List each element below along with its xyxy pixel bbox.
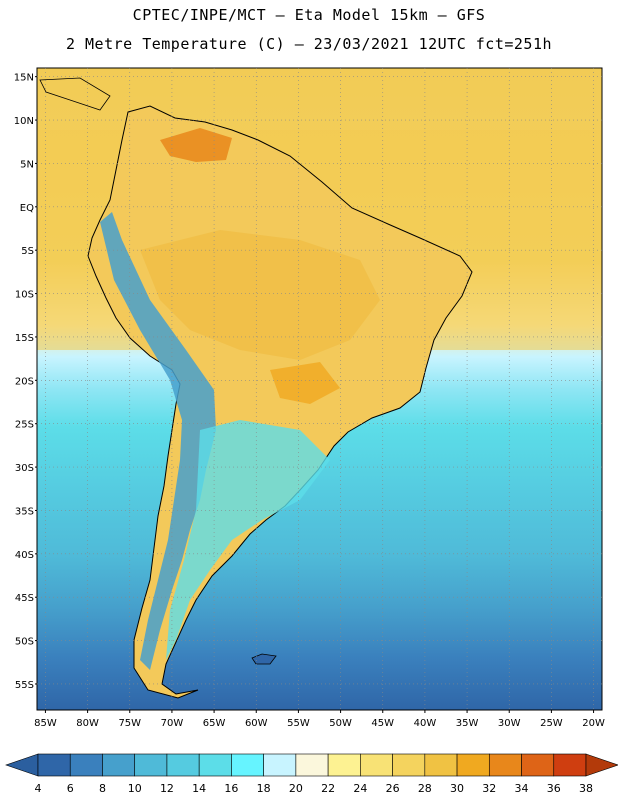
colorbar-high-arrow — [585, 753, 618, 777]
falkland-islands — [251, 653, 277, 665]
colorbar-swatch — [69, 753, 103, 777]
colorbar-low-arrow — [5, 753, 39, 777]
latitude-label: 5N — [20, 159, 34, 170]
latitude-label: 35S — [15, 506, 34, 517]
colorbar-swatch — [392, 753, 426, 777]
colorbar-tick-label: 26 — [386, 782, 400, 795]
caribbean-coast — [39, 77, 111, 111]
longitude-label: 55W — [287, 718, 310, 729]
colorbar-tick-label: 8 — [99, 782, 106, 795]
map-title-line-1: CPTEC/INPE/MCT – Eta Model 15km – GFS — [132, 6, 486, 24]
latitude-label: EQ — [20, 203, 34, 214]
longitude-label: 20W — [582, 718, 605, 729]
latitude-label: 20S — [15, 376, 34, 387]
longitude-label: 50W — [329, 718, 352, 729]
colorbar-swatch — [327, 753, 361, 777]
longitude-label: 75W — [118, 718, 141, 729]
colorbar-swatch — [488, 753, 522, 777]
colorbar-tick-label: 28 — [418, 782, 432, 795]
colorbar-tick-label: 4 — [35, 782, 42, 795]
latitude-label: 15S — [15, 333, 34, 344]
latitude-label: 5S — [21, 246, 34, 257]
longitude-label: 40W — [414, 718, 437, 729]
colorbar-tick-label: 24 — [353, 782, 367, 795]
colorbar-tick-label: 20 — [289, 782, 303, 795]
latitude-label: 40S — [15, 550, 34, 561]
longitude-labels: 85W 80W 75W 70W 65W 60W 55W 50W 45W 40W 35W 30W 25W 2… — [34, 710, 605, 729]
andes-cold-region — [100, 212, 216, 670]
colorbar-tick-label: 36 — [547, 782, 561, 795]
colorbar-swatch — [231, 753, 264, 777]
colorbar-swatch — [37, 753, 71, 777]
longitude-label: 65W — [203, 718, 226, 729]
colorbar-tick-label: 6 — [67, 782, 74, 795]
colorbar-swatch — [456, 753, 490, 777]
longitude-label: 80W — [76, 718, 99, 729]
colorbar-tick-label: 12 — [160, 782, 174, 795]
longitude-label: 30W — [498, 718, 521, 729]
map-title-line-2: 2 Metre Temperature (C) – 23/03/2021 12U… — [65, 35, 553, 53]
longitude-label: 35W — [456, 718, 479, 729]
latitude-label: 25S — [15, 420, 34, 431]
latitude-label: 30S — [15, 463, 34, 474]
colorbar-swatch — [102, 753, 136, 777]
colorbar-tick-label: 22 — [321, 782, 335, 795]
latitude-label: 10N — [14, 116, 34, 127]
colorbar-swatch — [263, 753, 297, 777]
colorbar: 4 6 8 10 12 14 16 18 20 22 24 26 28 30 32 34 36 38 — [5, 753, 618, 795]
colorbar-swatch — [134, 753, 168, 777]
longitude-label: 25W — [540, 718, 563, 729]
colorbar-swatch — [198, 753, 232, 777]
colorbar-swatch — [424, 753, 458, 777]
colorbar-tick-label: 10 — [128, 782, 142, 795]
colorbar-swatch — [360, 753, 393, 777]
map-frame — [36, 67, 603, 711]
longitude-label: 85W — [34, 718, 57, 729]
colorbar-tick-label: 16 — [224, 782, 238, 795]
longitude-label: 45W — [371, 718, 394, 729]
colorbar-tick-label: 18 — [257, 782, 271, 795]
latitude-label: 50S — [15, 637, 34, 648]
latitude-labels: 15N 10N 5N EQ 5S 10S 15S 20S 25S 30S 35S 40S 45S 50S 5… — [14, 73, 37, 691]
latitude-label: 45S — [15, 593, 34, 604]
colorbar-tick-label: 32 — [482, 782, 496, 795]
colorbar-swatch — [553, 753, 587, 777]
latitude-label: 10S — [15, 290, 34, 301]
colorbar-swatch — [166, 753, 200, 777]
map-area — [36, 67, 603, 711]
latitude-label: 55S — [15, 680, 34, 691]
latitude-label: 15N — [14, 73, 34, 84]
colorbar-swatch — [295, 753, 329, 777]
longitude-label: 60W — [245, 718, 268, 729]
longitude-label: 70W — [161, 718, 184, 729]
colorbar-tick-label: 14 — [192, 782, 206, 795]
brazil-hot-spot — [270, 362, 340, 404]
colorbar-tick-label: 30 — [450, 782, 464, 795]
colorbar-swatch — [521, 753, 555, 777]
amazon-warm-region — [140, 230, 380, 360]
southern-cone-cool-region — [166, 420, 330, 660]
colorbar-tick-label: 38 — [579, 782, 593, 795]
colorbar-tick-label: 34 — [515, 782, 529, 795]
